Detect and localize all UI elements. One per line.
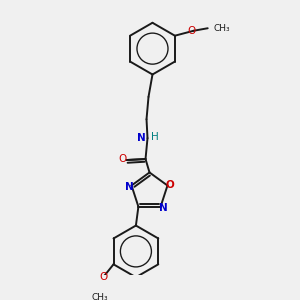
Text: H: H <box>151 132 159 142</box>
Text: CH₃: CH₃ <box>91 293 108 300</box>
Text: O: O <box>118 154 127 164</box>
Text: O: O <box>99 272 108 282</box>
Text: N: N <box>125 182 134 191</box>
Text: N: N <box>159 202 167 213</box>
Text: N: N <box>137 133 146 143</box>
Text: CH₃: CH₃ <box>214 24 230 33</box>
Text: O: O <box>166 179 174 190</box>
Text: O: O <box>188 26 196 36</box>
